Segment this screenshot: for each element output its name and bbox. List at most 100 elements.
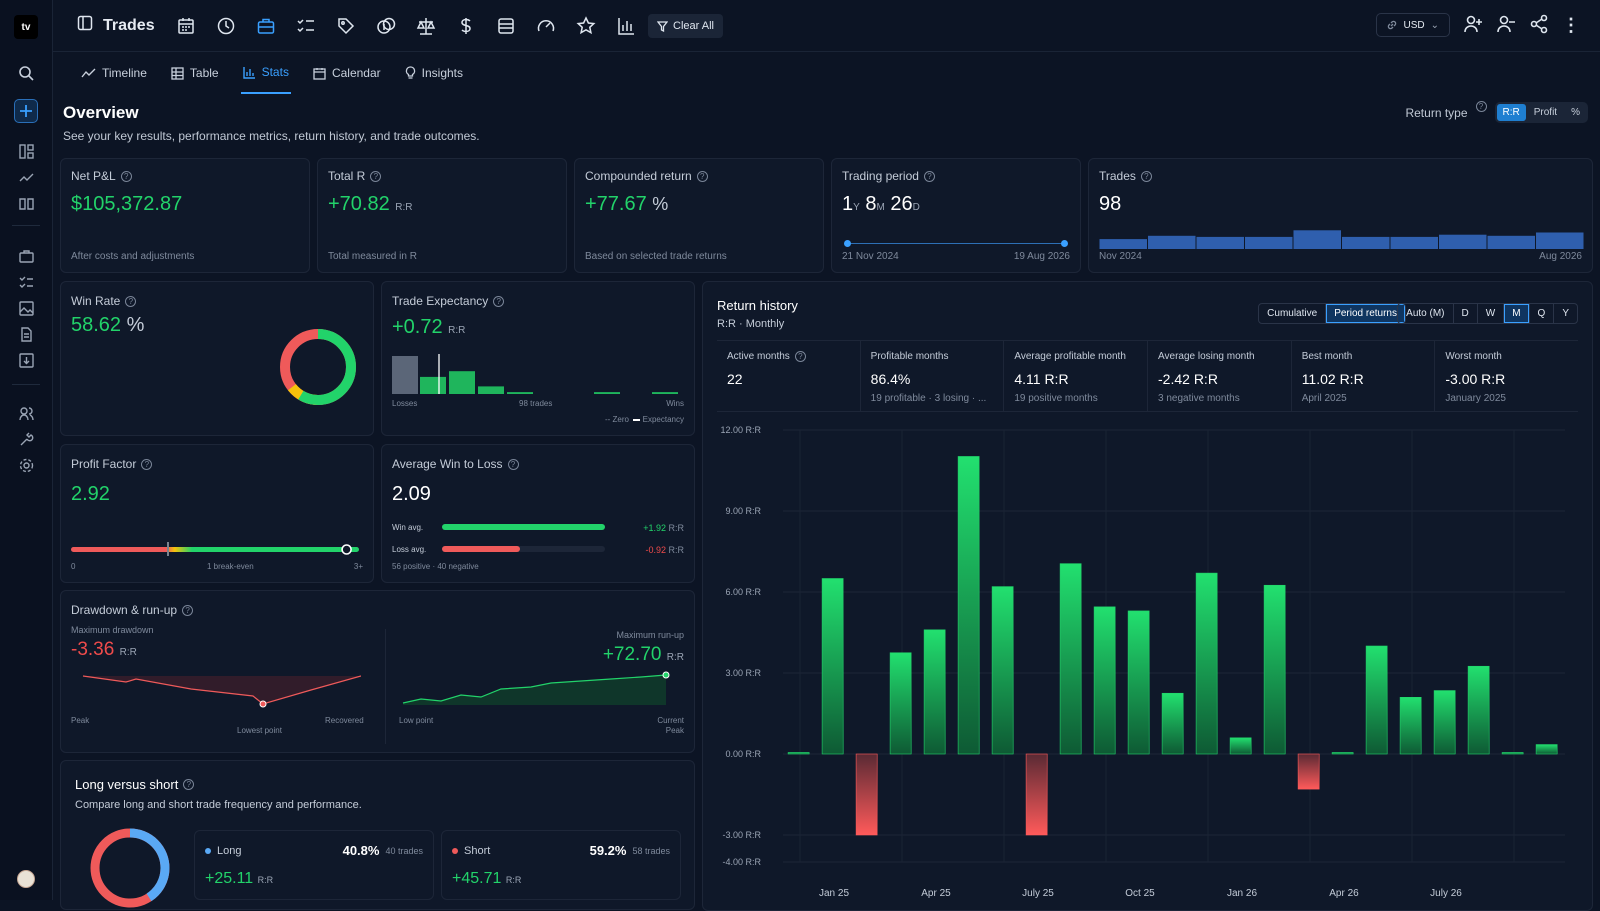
layout-icon[interactable]	[14, 139, 38, 163]
trades-sparkbars	[1099, 230, 1584, 249]
tab-timeline[interactable]: Timeline	[79, 52, 149, 94]
help-icon[interactable]: ?	[507, 458, 519, 470]
left-rail: tv	[0, 0, 53, 900]
search-icon[interactable]	[14, 61, 38, 85]
trading-period-value: 1Y 8M 26D	[842, 193, 920, 215]
help-icon[interactable]: ?	[493, 295, 505, 307]
return-type-rr[interactable]: R:R	[1496, 104, 1526, 121]
mode-period-returns[interactable]: Period returns	[1326, 304, 1405, 323]
mode-cumulative[interactable]: Cumulative	[1259, 304, 1327, 323]
return-bar	[855, 753, 878, 836]
win-rate-card: Win Rate? 58.62 %	[60, 281, 374, 436]
total-r-value: +70.82	[328, 193, 390, 215]
y-tick-label: 0.00 R:R	[725, 749, 761, 759]
period-q[interactable]: Q	[1530, 304, 1555, 323]
tag-icon[interactable]	[334, 14, 358, 38]
sidebar-toggle-icon[interactable]	[77, 15, 93, 36]
remove-user-icon[interactable]	[1496, 14, 1516, 37]
x-tick-label: Jan 25	[819, 888, 849, 899]
briefcase-icon[interactable]	[254, 14, 278, 38]
app-logo[interactable]: tv	[14, 15, 38, 39]
x-tick-label: Apr 25	[921, 888, 951, 899]
trades-bar	[1148, 235, 1196, 249]
period-m[interactable]: M	[1504, 304, 1530, 323]
help-icon[interactable]: ?	[923, 170, 935, 182]
profit-factor-card: Profit Factor? 2.92 0 1 break-even 3+	[60, 444, 374, 583]
checklist-icon[interactable]	[14, 270, 38, 294]
expectancy-value: +0.72	[392, 316, 443, 338]
help-icon[interactable]: ?	[794, 351, 806, 362]
briefcase-icon[interactable]	[14, 244, 38, 268]
avatar[interactable]	[17, 870, 35, 888]
scale-icon[interactable]	[414, 14, 438, 38]
tab-stats[interactable]: Stats	[240, 52, 291, 94]
return-bar	[957, 456, 980, 755]
document-icon[interactable]	[14, 322, 38, 346]
dollar-icon[interactable]	[454, 14, 478, 38]
gauge-icon[interactable]	[534, 14, 558, 38]
expectancy-hist-bar	[420, 376, 446, 394]
trades-bar	[1487, 235, 1535, 249]
download-icon[interactable]	[14, 348, 38, 372]
total-r-card: Total R? +70.82 R:R Total measured in R	[317, 158, 567, 273]
clock-icon[interactable]	[214, 14, 238, 38]
tab-insights[interactable]: Insights	[403, 52, 465, 94]
star-icon[interactable]	[574, 14, 598, 38]
help-icon[interactable]: ?	[125, 295, 137, 307]
plus-icon[interactable]	[14, 99, 38, 123]
clear-all-button[interactable]: Clear All	[648, 14, 723, 38]
help-icon[interactable]: ?	[370, 170, 382, 182]
drawdown-sparkline	[82, 675, 361, 708]
period-track	[847, 243, 1065, 244]
help-icon[interactable]: ?	[141, 458, 153, 470]
trading-period-card: Trading period? 1Y 8M 26D 21 Nov 2024 19…	[831, 158, 1081, 273]
rows-icon[interactable]	[494, 14, 518, 38]
trades-bar	[1439, 234, 1487, 249]
add-user-icon[interactable]	[1463, 14, 1483, 37]
period-w[interactable]: W	[1478, 304, 1505, 323]
short-summary: Short 59.2% 58 trades +45.71 R:R	[441, 830, 681, 900]
users-icon[interactable]	[14, 401, 38, 425]
x-tick-label: Jan 26	[1227, 888, 1257, 899]
bar-chart-icon[interactable]	[614, 14, 638, 38]
help-icon[interactable]: ?	[120, 170, 132, 182]
y-tick-label: 9.00 R:R	[725, 506, 761, 516]
return-type-profit[interactable]: Profit	[1533, 107, 1558, 118]
expectancy-hist-bar	[449, 371, 475, 394]
image-icon[interactable]	[14, 296, 38, 320]
help-icon[interactable]: ?	[183, 779, 195, 790]
help-icon[interactable]: ?	[1475, 101, 1487, 112]
period-auto[interactable]: Auto (M)	[1398, 304, 1454, 323]
chart-line-icon[interactable]	[14, 165, 38, 189]
trades-bar	[1536, 232, 1584, 249]
more-icon[interactable]: ⋮	[1562, 14, 1580, 35]
checklist-icon[interactable]	[294, 14, 318, 38]
loss-avg-bar	[442, 546, 521, 552]
return-type-percent[interactable]: %	[1571, 107, 1580, 118]
help-icon[interactable]: ?	[1140, 170, 1152, 182]
return-bar	[1433, 690, 1456, 755]
period-y[interactable]: Y	[1562, 308, 1569, 319]
book-icon[interactable]	[14, 191, 38, 215]
settings-icon[interactable]	[14, 453, 38, 477]
return-bar	[1229, 737, 1252, 755]
expectancy-hist-bar	[392, 356, 418, 394]
trades-bar	[1390, 236, 1438, 249]
return-bar	[1059, 563, 1082, 755]
tab-calendar[interactable]: Calendar	[311, 52, 383, 94]
period-d[interactable]: D	[1454, 304, 1478, 323]
coins-icon[interactable]	[374, 14, 398, 38]
stat-best-month: Best month 11.02 R:R April 2025	[1292, 341, 1436, 411]
return-type-label: Return type	[1405, 105, 1468, 120]
share-icon[interactable]	[1529, 14, 1549, 37]
help-icon[interactable]: ?	[182, 604, 194, 616]
y-tick-label: -4.00 R:R	[722, 857, 761, 867]
history-stats: Active months? 22 Profitable months 86.4% 1…	[717, 340, 1578, 412]
currency-select[interactable]: USD ⌄	[1376, 13, 1450, 37]
compounded-value: +77.67	[585, 193, 647, 215]
calendar-icon[interactable]	[174, 14, 198, 38]
help-icon[interactable]: ?	[696, 170, 708, 182]
tab-table[interactable]: Table	[169, 52, 221, 94]
trades-bar	[1342, 236, 1390, 249]
tools-icon[interactable]	[14, 427, 38, 451]
